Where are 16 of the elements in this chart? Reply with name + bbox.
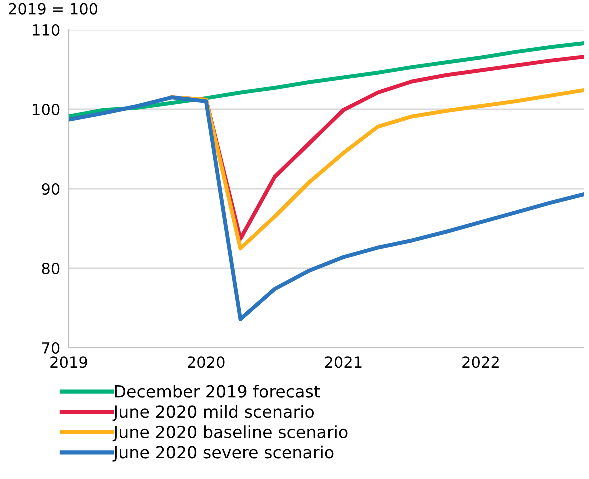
x-tick-label: 2021 (325, 356, 362, 368)
y-tick-label: 100 (33, 104, 60, 116)
legend-label: December 2019 forecast (115, 385, 320, 398)
line-series (69, 42, 584, 119)
y-axis-title: 2019 = 100 (9, 3, 98, 15)
y-tick-label: 80 (42, 262, 60, 275)
legend-label: June 2020 mild scenario (112, 405, 314, 422)
legend-label: June 2020 severe scenario (112, 446, 334, 462)
y-tick-label: 110 (33, 24, 60, 36)
x-tick-label: 2019 (50, 356, 88, 368)
y-tick-label: 90 (42, 183, 60, 196)
x-tick-label: 2022 (462, 356, 499, 368)
line-series (69, 96, 584, 322)
legend-label: June 2020 baseline scenario (112, 426, 348, 442)
y-tick-label: 70 (42, 342, 60, 354)
x-tick-label: 2020 (188, 356, 225, 368)
